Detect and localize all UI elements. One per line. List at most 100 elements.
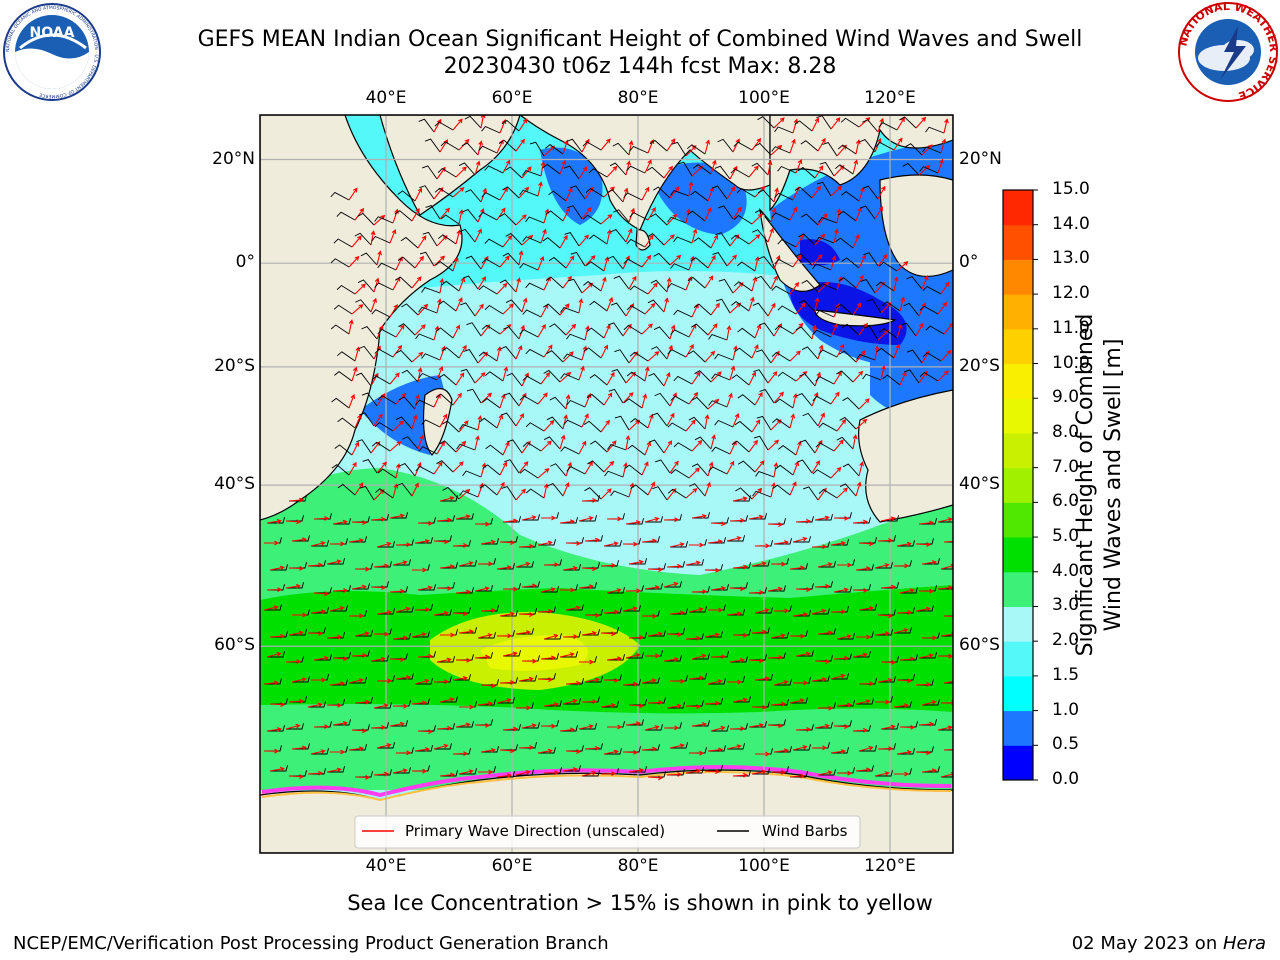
wave-direction-arrow bbox=[688, 750, 705, 756]
wave-vector bbox=[921, 766, 940, 774]
wave-direction-arrow bbox=[537, 181, 543, 197]
wave-vector bbox=[836, 700, 855, 708]
wave-direction-arrow bbox=[559, 234, 568, 249]
wave-vector bbox=[515, 628, 534, 635]
wave-vector bbox=[518, 608, 537, 617]
wave-vector bbox=[373, 628, 392, 637]
wind-barb bbox=[498, 139, 517, 152]
wave-vector bbox=[583, 419, 610, 433]
wave-vector bbox=[921, 699, 940, 706]
wave-vector bbox=[919, 301, 948, 315]
colorbar-segment bbox=[1003, 745, 1033, 781]
wind-barb bbox=[546, 416, 564, 430]
wave-vector bbox=[422, 231, 448, 247]
wind-barb bbox=[812, 263, 832, 271]
wave-vector bbox=[264, 537, 282, 546]
wind-barb bbox=[718, 278, 734, 294]
wave-vector bbox=[401, 367, 423, 383]
wave-direction-arrow bbox=[411, 351, 424, 363]
wind-barb bbox=[652, 186, 671, 199]
wave-vector bbox=[585, 186, 615, 198]
wave-vector bbox=[736, 256, 760, 272]
wind-barb bbox=[688, 416, 706, 430]
wind-barb bbox=[711, 725, 729, 732]
wave-vector bbox=[269, 765, 288, 772]
wave-direction-arrow bbox=[625, 228, 633, 243]
wave-direction-arrow bbox=[603, 392, 613, 406]
wave-direction-arrow bbox=[874, 281, 885, 294]
wave-vector bbox=[943, 540, 953, 543]
wave-vector bbox=[795, 253, 823, 266]
wave-vector bbox=[373, 769, 392, 777]
wave-direction-arrow bbox=[477, 633, 493, 639]
wind-barb bbox=[815, 722, 833, 729]
wave-vector bbox=[902, 162, 931, 176]
wind-barb bbox=[566, 466, 586, 475]
wave-vector bbox=[687, 139, 711, 155]
wind-barb bbox=[538, 747, 556, 754]
wave-direction-arrow bbox=[581, 630, 597, 636]
wave-vector bbox=[651, 412, 675, 427]
wave-direction-arrow bbox=[606, 516, 623, 522]
wave-direction-arrow bbox=[565, 255, 575, 269]
wave-vector bbox=[411, 631, 430, 638]
wave-direction-arrow bbox=[578, 724, 594, 730]
wave-direction-arrow bbox=[584, 612, 601, 618]
wave-direction-arrow bbox=[288, 630, 304, 636]
wind-barb bbox=[646, 166, 665, 179]
wave-vector bbox=[288, 495, 307, 503]
wind-barb bbox=[507, 439, 523, 454]
wind-barb bbox=[374, 561, 392, 568]
wave-direction-arrow bbox=[770, 561, 787, 567]
wave-vector bbox=[496, 771, 515, 779]
wave-direction-arrow bbox=[455, 722, 471, 728]
wave-direction-arrow bbox=[669, 743, 685, 749]
wind-barb bbox=[440, 562, 458, 569]
wave-direction-arrow bbox=[540, 655, 557, 661]
wave-vector bbox=[757, 187, 779, 203]
wind-barb bbox=[629, 212, 649, 221]
wave-vector bbox=[537, 606, 556, 614]
wave-direction-arrow bbox=[795, 587, 812, 592]
wave-vector bbox=[600, 768, 619, 777]
wave-vector bbox=[714, 412, 740, 428]
wind-barb bbox=[543, 436, 561, 450]
wind-barb bbox=[497, 563, 515, 570]
wave-direction-arrow bbox=[899, 588, 915, 594]
wave-direction-arrow bbox=[751, 629, 768, 635]
wave-direction-arrow bbox=[395, 542, 412, 548]
wind-barb bbox=[812, 675, 830, 682]
wind-barb bbox=[799, 439, 816, 454]
wind-barb bbox=[737, 460, 756, 473]
wave-direction-arrow bbox=[543, 419, 555, 432]
wave-direction-arrow bbox=[389, 372, 400, 385]
wind-barb bbox=[459, 423, 479, 431]
wind-barb bbox=[737, 327, 756, 339]
wave-vector bbox=[607, 435, 631, 451]
wave-vector bbox=[748, 721, 767, 728]
wind-barb bbox=[670, 608, 688, 615]
wind-barb bbox=[579, 582, 597, 589]
wave-vector bbox=[463, 349, 488, 364]
wave-vector bbox=[459, 228, 482, 243]
wave-vector bbox=[515, 561, 534, 568]
wave-vector bbox=[731, 371, 757, 386]
wind-barb bbox=[292, 743, 310, 750]
wind-barb bbox=[461, 142, 479, 156]
wave-vector bbox=[859, 205, 884, 220]
wind-barb bbox=[734, 281, 753, 292]
wave-vector bbox=[537, 539, 556, 546]
wave-vector bbox=[836, 370, 864, 383]
wind-barb bbox=[812, 395, 832, 405]
wave-vector bbox=[943, 680, 953, 684]
wave-direction-arrow bbox=[348, 187, 358, 201]
wave-direction-arrow bbox=[269, 702, 286, 707]
wave-vector bbox=[919, 158, 944, 174]
wave-vector bbox=[730, 165, 759, 178]
wave-direction-arrow bbox=[376, 541, 392, 548]
wind-barb bbox=[522, 169, 542, 177]
wind-barb bbox=[440, 141, 460, 151]
wave-direction-arrow bbox=[647, 775, 664, 781]
wave-vector bbox=[687, 275, 714, 289]
wave-vector bbox=[794, 185, 821, 199]
